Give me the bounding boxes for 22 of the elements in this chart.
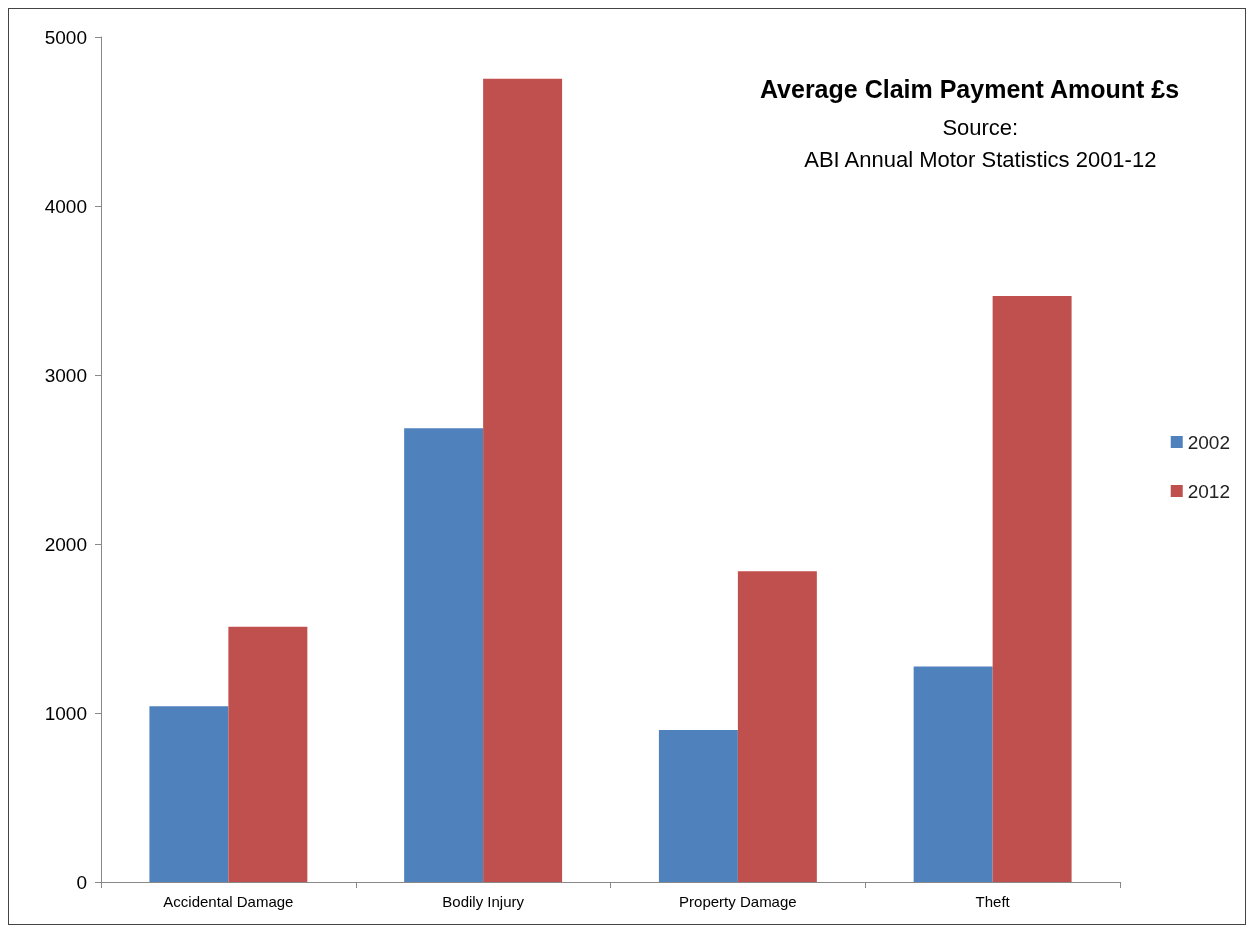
annotation: Source: ABI Annual Motor Statistics 2001-12 [804,114,1157,172]
y-tick-label: 4000 [44,195,87,217]
bar [149,706,229,882]
text: Average Claim Payment Amount £s [759,74,1180,103]
y-tick-label: 0 [76,871,87,893]
bar [404,428,484,882]
bar [483,78,563,882]
y-tick-label: 5000 [44,26,87,48]
bar [228,626,308,882]
y-tick-label: 2000 [44,533,87,555]
bar [913,666,993,882]
y-tick-label: 3000 [44,364,87,386]
legend-label: 2012 [1187,480,1231,502]
x-tick-label: Property Damage [679,893,797,910]
bar [737,571,817,882]
bar [658,730,738,882]
x-tick-label: Bodily Injury [442,893,525,910]
x-tick-label: Accidental Damage [163,893,294,910]
legend-label: 2002 [1187,431,1231,453]
bar [992,296,1072,882]
y-tick-label: 1000 [44,702,87,724]
x-tick-label: Theft [975,893,1011,910]
